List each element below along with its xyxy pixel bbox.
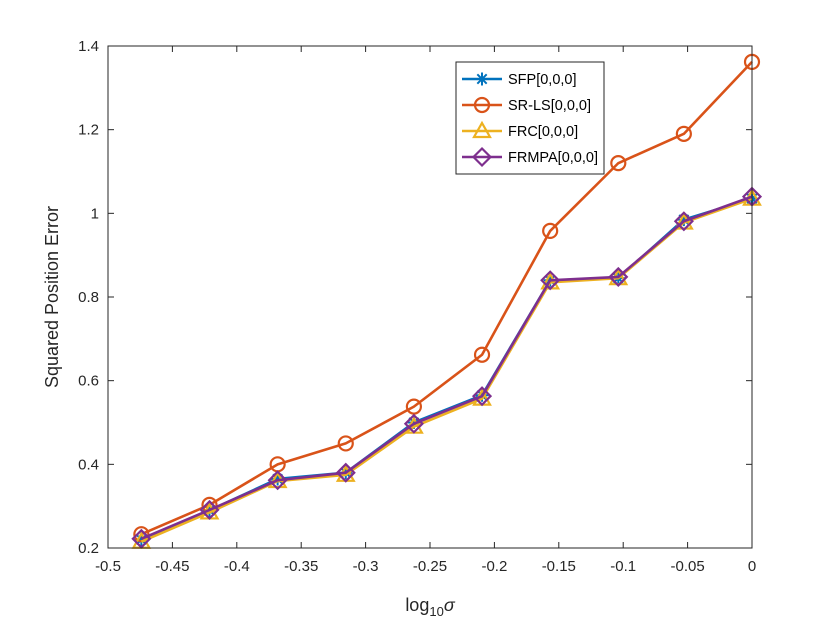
x-tick-label: -0.4 bbox=[224, 558, 250, 575]
data-point-shape bbox=[473, 346, 491, 363]
data-point bbox=[540, 270, 561, 291]
data-point-shape bbox=[199, 499, 220, 520]
data-point bbox=[473, 346, 491, 363]
data-point-shape bbox=[540, 270, 561, 291]
legend-marker-shape bbox=[471, 146, 493, 168]
data-point-shape bbox=[677, 213, 691, 227]
series-4 bbox=[131, 186, 763, 549]
data-point bbox=[675, 125, 692, 142]
y-axis-title: Squared Position Error bbox=[42, 206, 62, 388]
legend-label: FRMPA[0,0,0] bbox=[508, 150, 598, 166]
x-axis-title: log10σ bbox=[405, 595, 456, 619]
x-tick-label: -0.45 bbox=[155, 558, 189, 575]
series-line bbox=[140, 195, 753, 540]
data-point bbox=[471, 386, 493, 407]
legend-entry: SR-LS[0,0,0] bbox=[462, 96, 591, 114]
legend-label: SR-LS[0,0,0] bbox=[508, 98, 591, 114]
data-point-shape bbox=[675, 125, 692, 142]
legend: SFP[0,0,0] SR-LS[0,0,0] FRC[0,0,0] FRMPA[0,… bbox=[455, 61, 605, 175]
x-axis-title-subscript: 10 bbox=[429, 604, 443, 619]
y-tick-label: 1.2 bbox=[78, 122, 99, 139]
x-tick-label: -0.2 bbox=[481, 558, 507, 575]
data-point bbox=[677, 213, 691, 227]
legend-marker-shape bbox=[472, 120, 492, 139]
x-axis-title-sigma: σ bbox=[444, 595, 456, 615]
data-point-shape bbox=[337, 435, 354, 452]
legend-marker bbox=[473, 96, 491, 114]
x-tick-label: -0.5 bbox=[95, 558, 121, 575]
legend-marker bbox=[475, 72, 489, 86]
data-point bbox=[267, 470, 288, 491]
data-point bbox=[403, 413, 424, 434]
x-tick-label: -0.05 bbox=[670, 558, 704, 575]
data-point bbox=[610, 155, 627, 172]
data-point bbox=[608, 266, 629, 287]
legend-label: FRC[0,0,0] bbox=[508, 124, 578, 140]
x-tick-label: -0.25 bbox=[413, 558, 447, 575]
data-point bbox=[673, 211, 694, 232]
series-2 bbox=[133, 53, 761, 543]
axes-layer: -0.5 -0.45 -0.4 -0.35 -0.3 -0.25 -0.2 -0.15 -0.1… bbox=[78, 38, 756, 575]
data-point bbox=[405, 398, 422, 415]
legend-entry: FRMPA[0,0,0] bbox=[462, 146, 598, 168]
y-tick-label: 1.4 bbox=[78, 38, 99, 55]
legend-marker-shape bbox=[473, 96, 491, 114]
legend-marker-shape bbox=[475, 72, 489, 86]
data-point-shape bbox=[131, 528, 152, 549]
data-point bbox=[337, 435, 354, 452]
data-point-shape bbox=[610, 155, 627, 172]
data-point-shape bbox=[673, 211, 694, 232]
data-point-shape bbox=[405, 398, 422, 415]
data-point-shape bbox=[471, 386, 493, 407]
x-tick-label: -0.3 bbox=[353, 558, 379, 575]
legend-label: SFP[0,0,0] bbox=[508, 72, 577, 88]
data-point bbox=[134, 533, 148, 547]
data-point bbox=[131, 528, 152, 549]
x-tick-label: -0.35 bbox=[284, 558, 318, 575]
data-point-shape bbox=[335, 462, 356, 483]
data-point-shape bbox=[608, 266, 629, 287]
data-point-shape bbox=[267, 470, 288, 491]
x-tick-label: 0 bbox=[748, 558, 756, 575]
y-tick-label: 0.4 bbox=[78, 456, 99, 473]
x-tick-label: -0.15 bbox=[542, 558, 576, 575]
x-tick-label: -0.1 bbox=[610, 558, 636, 575]
plot-area bbox=[108, 46, 752, 548]
legend-marker bbox=[472, 120, 492, 139]
y-tick-label: 0.6 bbox=[78, 373, 99, 390]
data-point-shape bbox=[134, 533, 148, 547]
legend-marker bbox=[471, 146, 493, 168]
x-axis-title-log: log bbox=[405, 595, 429, 615]
y-tick-label: 1 bbox=[91, 205, 99, 222]
series-layer bbox=[131, 53, 763, 549]
data-point-shape bbox=[403, 413, 424, 434]
y-tick-label: 0.8 bbox=[78, 289, 99, 306]
data-point bbox=[199, 499, 220, 520]
data-point bbox=[335, 462, 356, 483]
y-tick-label: 0.2 bbox=[78, 540, 99, 557]
data-point-shape bbox=[542, 222, 559, 240]
data-point bbox=[542, 222, 559, 240]
legend-entry: FRC[0,0,0] bbox=[462, 120, 578, 140]
legend-entry: SFP[0,0,0] bbox=[462, 72, 577, 88]
series-line bbox=[140, 61, 753, 536]
